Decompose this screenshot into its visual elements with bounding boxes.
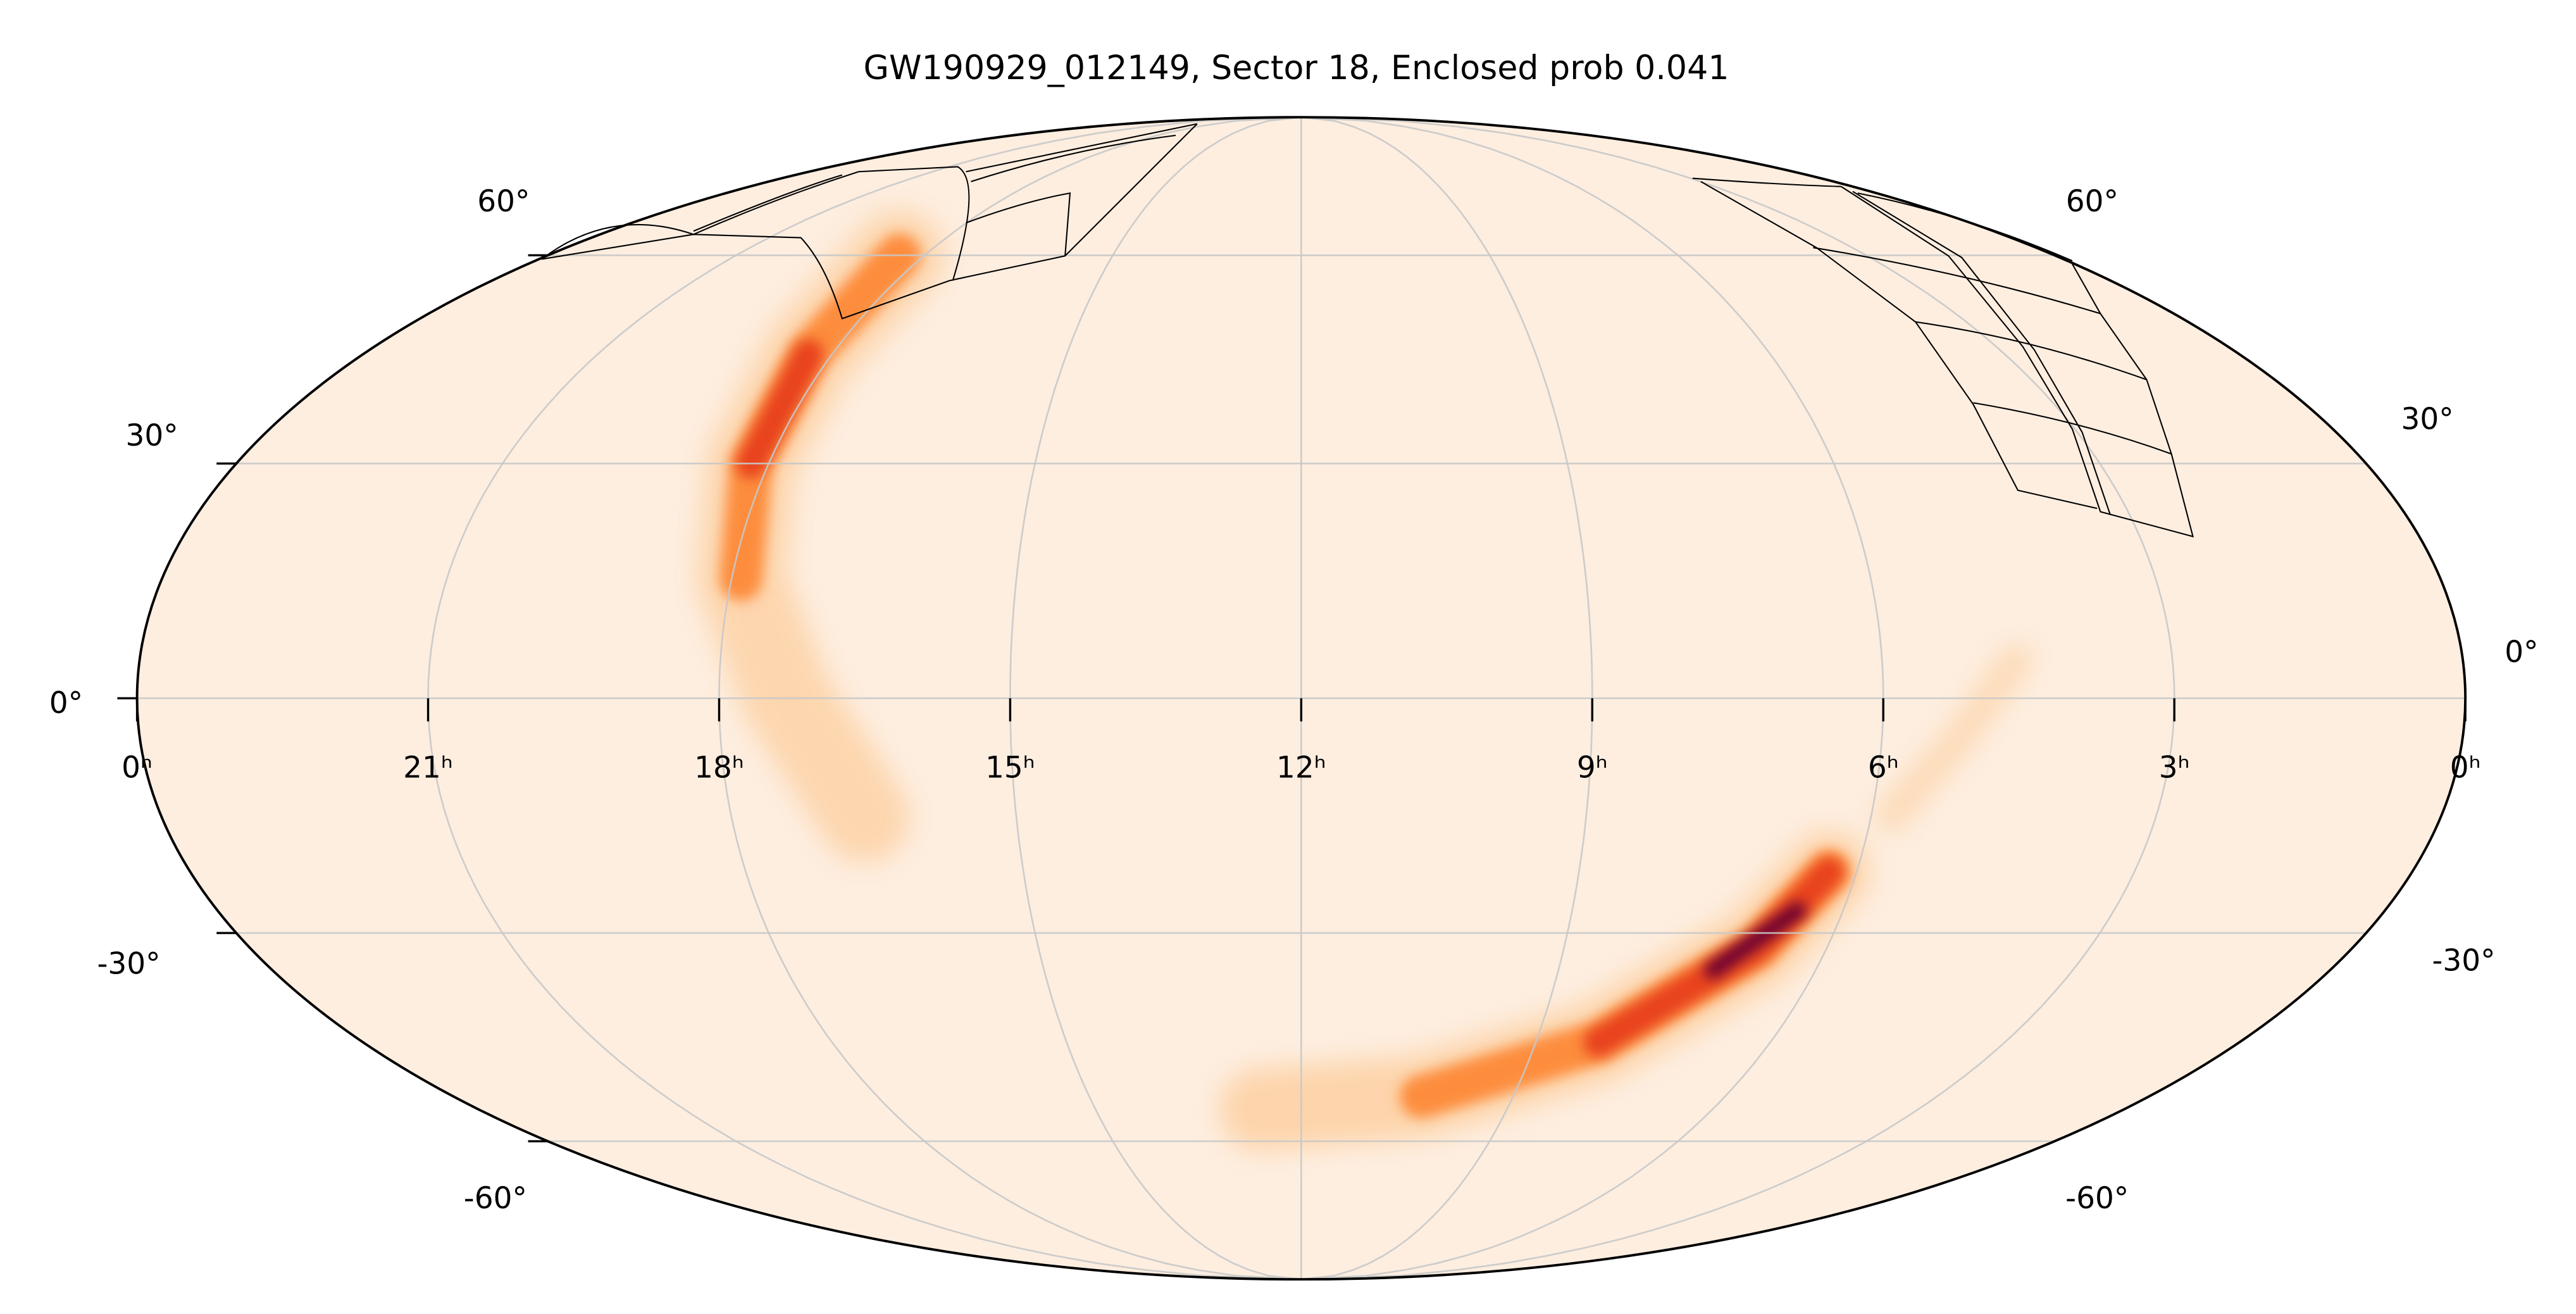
dec-tick-label: 0° [49,686,83,721]
chart-title: GW190929_012149, Sector 18, Enclosed pro… [864,49,1729,87]
ra-tick-label: 9ʰ [1577,750,1608,785]
probability-region-peak [1704,902,1807,979]
dec-tick-label: 30° [2401,402,2454,437]
dec-tick-label: 0° [2504,635,2538,670]
ra-tick-label: 12ʰ [1276,750,1326,785]
ra-tick-label: 0ʰ [2450,750,2481,785]
ra-tick-label: 3ʰ [2159,750,2190,785]
probability-region-peak [736,339,824,479]
ra-tick-label: 18ʰ [694,750,744,785]
probability-region [1875,643,2032,832]
tile-outline [1700,180,2098,510]
dec-tick-label: -30° [2432,944,2495,979]
tile-outline [1841,185,2194,538]
tile-outline [1692,177,2172,455]
ra-tick-label: 15ʰ [985,750,1035,785]
dec-tick-label: -60° [2065,1181,2129,1216]
ra-tick-label: 6ʰ [1868,750,1899,785]
axis-ticks [117,254,2467,1142]
dec-tick-label: 60° [2066,184,2119,219]
tile-outline [1852,191,2112,516]
tile-outline [693,123,1198,256]
ra-tick-label: 0ʰ [121,750,152,785]
tile-outline [541,123,1198,320]
dec-tick-label: 60° [477,184,530,219]
dec-tick-label: -60° [464,1181,527,1216]
dec-tick-label: 30° [125,418,178,453]
tess-footprint-tiles [541,123,2194,538]
ra-tick-label: 21ʰ [403,750,453,785]
tick-labels: 0ʰ 21ʰ 18ʰ 15ʰ 12ʰ 9ʰ 6ʰ 3ʰ 0ʰ 60° 60° 30° 30° 0° 0° -3… [49,184,2539,1216]
dec-tick-label: -30° [97,947,160,982]
